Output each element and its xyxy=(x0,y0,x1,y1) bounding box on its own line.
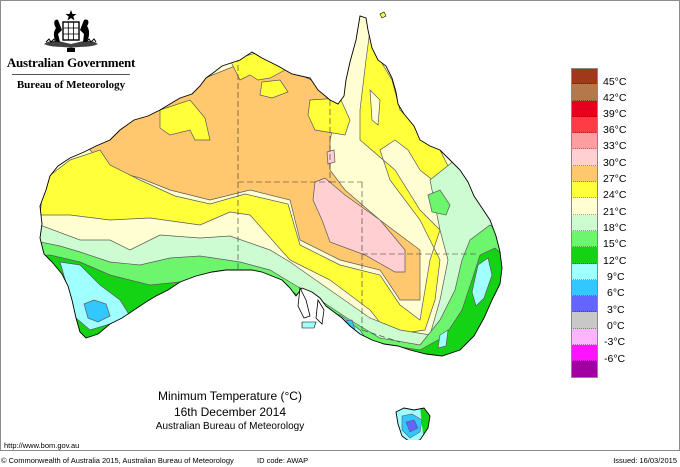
state-borders xyxy=(237,20,476,343)
legend-swatch-12 xyxy=(571,247,598,264)
commonwealth-coat-of-arms-icon xyxy=(44,10,98,52)
legend-swatch-39 xyxy=(571,100,598,117)
kangaroo-island xyxy=(301,321,317,329)
legend-label-18: 18°C xyxy=(603,222,627,234)
temperature-legend xyxy=(571,68,598,378)
bom-website-link[interactable]: http://www.bom.gov.au xyxy=(4,441,80,450)
legend-label-3: 3°C xyxy=(607,304,625,316)
bom-logo: Australian Government Bureau of Meteorol… xyxy=(6,8,136,96)
legend-label-36: 36°C xyxy=(603,124,627,136)
legend-label-minus6: -6°C xyxy=(604,353,626,365)
torres-strait-island xyxy=(379,11,387,19)
legend-label-30: 30°C xyxy=(603,157,627,169)
logo-divider xyxy=(12,74,130,75)
legend-label-15: 15°C xyxy=(603,238,627,250)
issued-date: Issued: 16/03/2015 xyxy=(613,456,677,465)
government-name: Australian Government xyxy=(6,55,136,70)
legend-label-6: 6°C xyxy=(607,287,625,299)
legend-swatch-30 xyxy=(571,149,598,166)
legend-swatch-24 xyxy=(571,182,598,199)
legend-swatch-36 xyxy=(571,116,598,134)
frame-divider xyxy=(0,450,680,451)
temperature-contours xyxy=(40,16,502,440)
legend-swatch-18 xyxy=(571,214,598,231)
legend-swatch-3 xyxy=(571,296,598,313)
legend-label-33: 33°C xyxy=(603,140,627,152)
legend-label-27: 27°C xyxy=(603,173,627,185)
copyright-notice: © Commonwealth of Australia 2015, Austra… xyxy=(1,456,234,465)
legend-swatch-below-minus6 xyxy=(571,361,598,378)
map-source: Australian Bureau of Meteorology xyxy=(155,421,305,432)
legend-label-42: 42°C xyxy=(603,92,627,104)
legend-swatch-9 xyxy=(571,263,598,280)
map-title-block: Minimum Temperature (°C) 16th December 2… xyxy=(130,388,330,434)
bureau-name: Bureau of Meteorology xyxy=(16,79,126,91)
legend-label-12: 12°C xyxy=(603,255,627,267)
legend-swatch-21 xyxy=(571,198,598,215)
legend-label-minus3: -3°C xyxy=(604,336,626,348)
legend-swatch-minus3 xyxy=(571,328,598,346)
legend-label-21: 21°C xyxy=(603,206,627,218)
legend-swatch-27 xyxy=(571,165,598,183)
temperature-map xyxy=(39,11,503,440)
legend-swatch-minus6 xyxy=(571,345,598,362)
legend-label-0: 0°C xyxy=(607,320,625,332)
id-code: ID code: AWAP xyxy=(257,456,309,465)
legend-swatch-0 xyxy=(571,312,598,329)
legend-label-9: 9°C xyxy=(607,271,625,283)
legend-swatch-42 xyxy=(571,84,598,101)
map-title: Minimum Temperature (°C) xyxy=(158,389,302,403)
legend-swatch-6 xyxy=(571,279,598,297)
legend-swatch-45 xyxy=(571,68,598,85)
gulf-st-vincent xyxy=(315,298,325,325)
legend-label-39: 39°C xyxy=(603,108,627,120)
spencer-gulf xyxy=(297,286,311,319)
legend-label-24: 24°C xyxy=(603,189,627,201)
map-date: 16th December 2014 xyxy=(173,405,287,419)
legend-swatch-15 xyxy=(571,230,598,248)
legend-swatch-33 xyxy=(571,133,598,150)
legend-label-45: 45°C xyxy=(603,76,627,88)
